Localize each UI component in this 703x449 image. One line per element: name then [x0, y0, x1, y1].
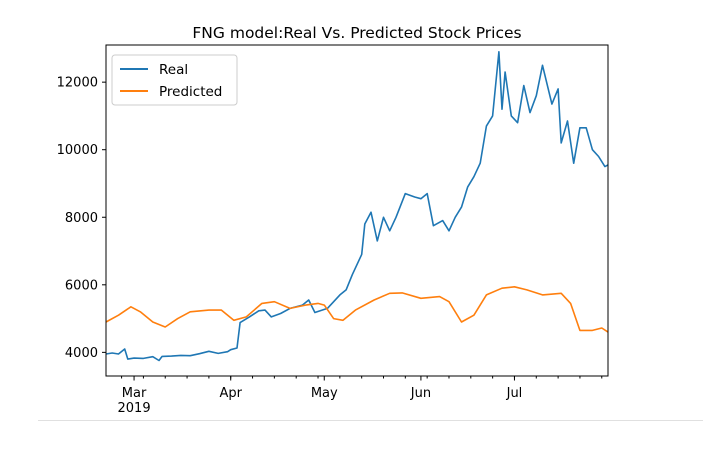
cell-divider [38, 420, 703, 421]
x-tick-label: Apr [219, 386, 242, 401]
legend-label-predicted: Predicted [159, 84, 222, 100]
chart-title: FNG model:Real Vs. Predicted Stock Price… [192, 24, 521, 42]
y-axis: 4000 6000 8000 10000 12000 [57, 76, 106, 361]
y-tick-label: 6000 [65, 278, 98, 293]
x-tick-sublabel: 2019 [118, 401, 151, 416]
legend-box [111, 54, 238, 106]
series-layer [105, 51, 609, 362]
y-tick-label: 10000 [57, 143, 98, 158]
series-line-predicted [105, 286, 609, 333]
x-tick-label: Jun [410, 386, 431, 401]
legend-label-real: Real [159, 62, 188, 78]
legend: Real Predicted [111, 54, 238, 106]
x-tick-label: Jul [506, 386, 523, 401]
x-tick-label: May [311, 386, 338, 401]
x-tick-label: Mar [122, 386, 147, 401]
y-tick-label: 4000 [65, 346, 98, 361]
y-tick-label: 8000 [65, 211, 98, 226]
plot-frame [105, 44, 609, 377]
series-line-real [105, 51, 609, 362]
y-tick-label: 12000 [57, 76, 98, 91]
